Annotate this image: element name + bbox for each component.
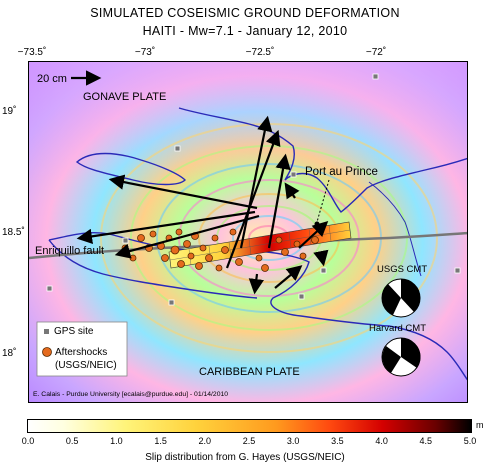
legend-aftershock-swatch [42,347,52,357]
slip-colorbar [27,419,472,433]
aftershock [149,230,157,238]
colorbar-unit: m [476,420,484,430]
aftershock [235,258,243,266]
gps-vectors [76,115,329,295]
gps-vector [76,210,256,244]
colorbar-tick-label: 1.0 [110,436,123,446]
gps-site [320,267,327,274]
gps-vector [114,214,260,259]
lat-label-18: 18˚ [2,348,17,359]
aftershock [183,240,191,248]
aftershock [129,254,137,262]
gps-vector [239,115,273,249]
aftershock [299,252,307,260]
gps-site [454,267,461,274]
aftershock [229,228,237,236]
port-au-prince-label: Port au Prince [305,166,378,178]
gps-site [168,299,175,306]
credit-line: E. Calais - Purdue University [ecalais@p… [33,391,228,398]
aftershocks [121,228,319,272]
gps-site [122,237,129,244]
colorbar-tick-label: 4.0 [375,436,388,446]
aftershock [293,240,301,248]
colorbar-tick-label: 2.0 [198,436,212,446]
map-title-line-2: HAITI - Mw=7.1 - January 12, 2010 [142,24,348,38]
legend-gps-label: GPS site [54,326,94,337]
lon-label-73: −73˚ [134,47,156,58]
gps-sites [46,73,461,306]
lat-label-18.5: 18.5˚ [2,227,25,238]
legend-aftershocks-source: (USGS/NEIC) [55,360,117,371]
gps-vector [108,174,258,210]
aftershock [199,244,207,252]
aftershock [221,246,229,254]
enriquillo-fault-label: Enriquillo fault [35,245,104,257]
port-au-prince-pointer [316,179,330,223]
gps-vector [274,265,303,289]
gps-site [46,285,53,292]
colorbar-tick-label: 2.5 [242,436,256,446]
colorbar-tick-label: 3.5 [331,436,344,446]
gps-site [298,293,305,300]
deformation-map: 20 cm GONAVE PLATE Port au Prince Enriqu… [28,61,468,403]
aftershock [161,254,169,262]
legend-box [36,321,128,377]
aftershock [311,236,319,244]
map-title-line-1: SIMULATED COSEISMIC GROUND DEFORMATION [90,6,400,20]
aftershock [121,244,129,252]
gps-vector [225,129,281,269]
gps-vector [248,273,265,295]
aftershock [170,245,180,255]
aftershock [177,260,185,268]
lon-label-72.5: −72.5˚ [245,47,275,58]
colorbar-tick-label: 4.5 [419,436,433,446]
gps-site [372,73,379,80]
colorbar-tick-label: 1.5 [154,436,167,446]
colorbar-title: Slip distribution from G. Hayes (USGS/NE… [145,452,345,463]
aftershock [195,262,203,270]
lon-label-72: −72˚ [365,47,387,58]
usgs-cmt-label: USGS CMT [377,264,427,275]
gps-vector [284,182,300,200]
lon-label-73.5: −73.5˚ [17,47,47,58]
aftershock [205,254,213,262]
harvard-cmt-beachball [381,337,421,377]
harvard-cmt-label: Harvard CMT [369,323,426,334]
gps-vector [298,221,329,249]
colorbar-tick-label: 5.0 [463,436,477,446]
aftershock [215,264,223,272]
caribbean-plate-label: CARIBBEAN PLATE [199,366,300,378]
aftershock [275,236,283,244]
colorbar-tick-label: 3.0 [286,436,300,446]
legend-gps-swatch [44,329,49,334]
port-au-prince-marker [314,221,320,227]
aftershock [187,252,195,260]
usgs-cmt-beachball [381,278,421,318]
scale-label: 20 cm [37,73,67,85]
aftershock [281,248,289,256]
colorbar-tick-label: 0.5 [65,436,79,446]
gps-vector [267,153,291,249]
lat-label-19: 19˚ [2,106,17,117]
gps-site [290,171,297,178]
aftershock [175,228,183,236]
gonave-plate-label: GONAVE PLATE [83,91,166,103]
colorbar-tick-label: 0.0 [21,436,35,446]
aftershock [137,234,145,242]
aftershock [211,234,219,242]
coastline-south [48,231,467,381]
aftershock [255,254,263,262]
gps-site [174,145,181,152]
legend-aftershocks-label: Aftershocks [55,347,107,358]
gps-vector [313,249,329,267]
aftershock [261,264,269,272]
